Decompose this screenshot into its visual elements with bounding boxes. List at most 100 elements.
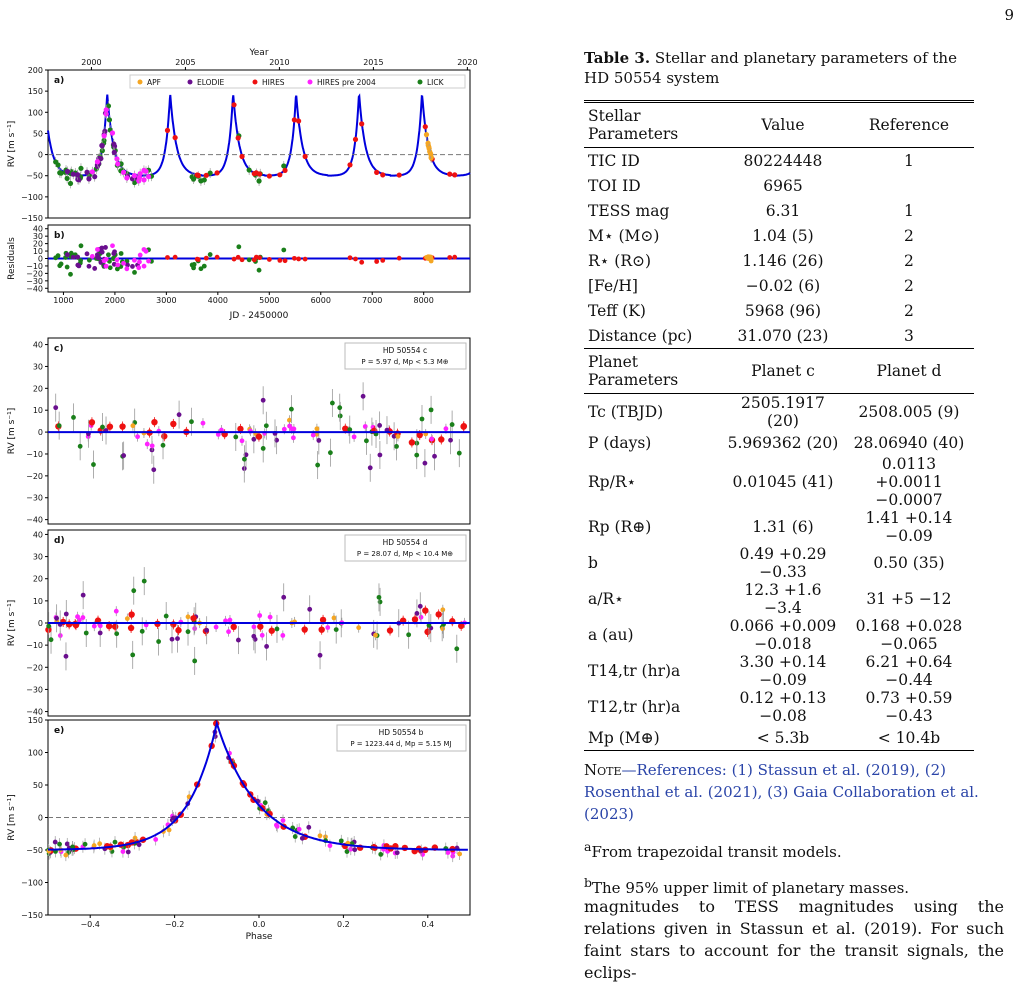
phase-point: [131, 588, 137, 594]
rv-point: [426, 146, 432, 152]
planet-cell: 0.168 +0.028 −0.065: [855, 617, 963, 653]
panel-frame: [47, 69, 471, 219]
y-tick-label: −20: [26, 663, 43, 672]
phase-point: [166, 827, 172, 833]
stellar-cell: 6965: [763, 176, 803, 195]
rv-point: [194, 172, 200, 178]
phase-point: [132, 835, 138, 841]
rv-point: [352, 136, 359, 143]
phase-point: [445, 850, 451, 856]
phase-point: [64, 841, 70, 847]
residual-point: [194, 256, 200, 262]
rv-point: [251, 171, 257, 177]
residual-point: [203, 255, 209, 261]
residual-point: [75, 254, 81, 260]
stellar-header-row: Stellar Parameters Value Reference: [584, 101, 974, 148]
phase-point: [319, 616, 327, 624]
phase-point: [301, 626, 308, 633]
rv-point: [115, 161, 121, 167]
y-tick-label: 10: [33, 247, 43, 256]
phase-point: [274, 626, 280, 632]
phase-point: [213, 624, 219, 630]
phase-point: [111, 623, 119, 630]
residual-point: [53, 255, 59, 261]
phase-point: [71, 414, 76, 420]
phase-point: [424, 628, 431, 636]
phase-point: [160, 442, 166, 448]
rv-point: [102, 128, 108, 134]
panel-letter: d): [54, 536, 65, 546]
stellar-cell: TOI ID: [588, 176, 641, 195]
residual-point: [118, 251, 124, 256]
phase-point: [124, 616, 130, 621]
stellar-header-cell: Value: [722, 101, 844, 148]
parameters-table: Stellar Parameters Value Reference TIC I…: [584, 100, 974, 751]
footnote-a-text: From trapezoidal transit models.: [591, 843, 842, 861]
rv-point: [277, 172, 283, 178]
phase-point: [351, 434, 357, 440]
info-box-params: P = 1223.44 d, Mp = 5.15 MJ: [350, 740, 451, 748]
x-tick-label: 2000: [105, 296, 125, 305]
planet-cell: 0.066 +0.009 −0.018: [729, 617, 837, 653]
y-tick-label: −30: [26, 494, 43, 503]
phase-point: [139, 628, 145, 634]
phase-point: [251, 624, 257, 630]
phase-point: [251, 436, 257, 442]
residual-point: [207, 252, 213, 257]
phase-point: [438, 436, 445, 443]
residual-point: [115, 262, 121, 268]
rv-point: [136, 174, 143, 181]
stellar-header-cell: Reference: [843, 101, 974, 148]
phase-point: [432, 453, 437, 459]
phase-point: [204, 627, 210, 633]
rv-point: [235, 135, 241, 141]
residual-point: [136, 265, 142, 271]
planet-cell: T12,tr (hr)a: [588, 698, 681, 716]
phase-point: [414, 610, 420, 616]
phase-point: [56, 423, 62, 429]
planet-cell: 5.969362 (20): [727, 433, 839, 452]
phase-point: [306, 824, 312, 830]
planet-row: P (days) 5.969362 (20) 28.06940 (40): [584, 430, 974, 455]
planet-cell: 0.01045 (41): [732, 473, 834, 491]
y-tick-label: 30: [33, 362, 43, 371]
residual-point: [58, 261, 64, 267]
residual-point: [96, 255, 102, 261]
residual-point: [101, 258, 107, 264]
phase-point: [170, 815, 176, 821]
rv-point: [291, 117, 297, 123]
planet-cell: 6.21 +0.64 −0.44: [865, 653, 953, 689]
planet-row: b 0.49 +0.29 −0.33 0.50 (35): [584, 545, 974, 581]
phase-point: [280, 633, 286, 638]
phase-point: [100, 424, 105, 430]
residual-point: [78, 258, 83, 263]
year-tick-label: 2010: [269, 58, 289, 67]
residual-point: [396, 255, 402, 261]
phase-point: [422, 607, 429, 614]
rv-point: [207, 170, 213, 176]
residual-point: [70, 254, 76, 260]
residual-point: [130, 264, 135, 269]
residual-point: [347, 255, 353, 261]
rv-point: [98, 155, 104, 162]
residual-point: [236, 244, 242, 250]
phase-point: [119, 423, 126, 430]
planet-header-cell: Planet Parameters: [584, 348, 722, 394]
phase-point: [63, 852, 69, 858]
residual-point: [114, 257, 120, 263]
phase-point: [267, 614, 273, 620]
planet-cell: 1.41 +0.14 −0.09: [865, 509, 953, 545]
phase-point: [57, 841, 62, 847]
rv-point: [111, 141, 117, 147]
x-tick-label: 3000: [156, 296, 176, 305]
residual-point: [86, 257, 92, 263]
y-tick-label: 0: [38, 151, 43, 160]
rv-point: [67, 180, 74, 187]
phase-point: [80, 592, 86, 598]
rv-point: [214, 170, 220, 176]
y-tick-label: 150: [28, 87, 43, 96]
rv-point: [203, 172, 209, 178]
phase-point: [411, 616, 419, 623]
residual-point: [124, 258, 130, 264]
table-caption-text: Stellar and planetary parameters of the …: [584, 49, 957, 87]
